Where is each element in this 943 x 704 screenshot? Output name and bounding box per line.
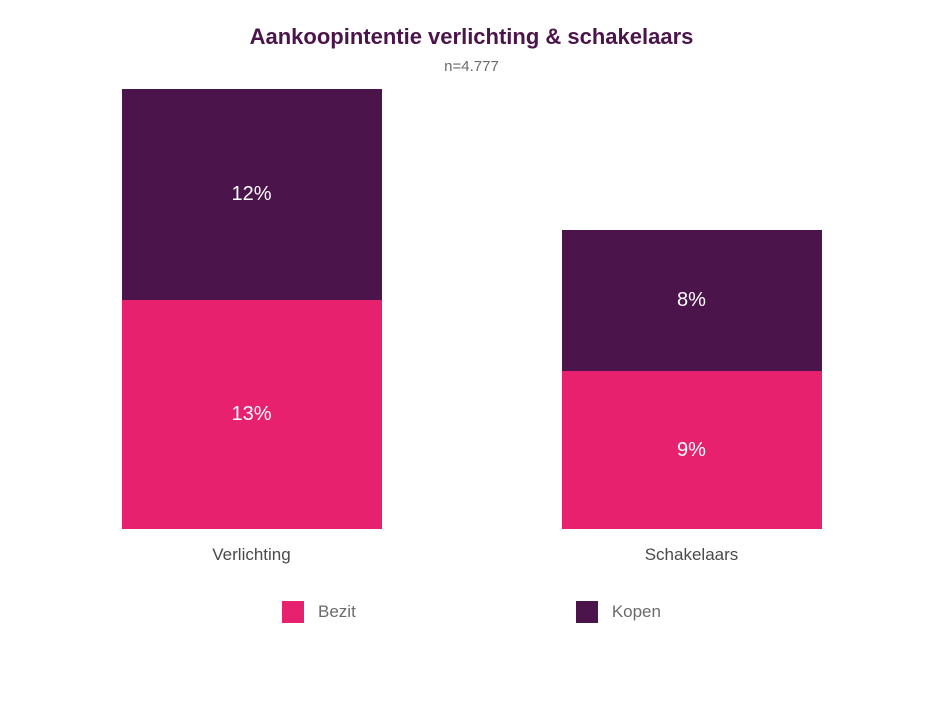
bar-segment-schakelaars-bezit: 9% <box>562 371 822 529</box>
bar-group-schakelaars: 8% 9% Schakelaars <box>562 230 822 565</box>
bar-segment-verlichting-kopen: 12% <box>122 89 382 300</box>
bar-value-label: 8% <box>677 289 706 312</box>
legend-item-kopen: Kopen <box>576 601 661 623</box>
bar-stack-schakelaars: 8% 9% <box>562 230 822 529</box>
bar-value-label: 9% <box>677 439 706 462</box>
legend-swatch-kopen <box>576 601 598 623</box>
bar-group-verlichting: 12% 13% Verlichting <box>122 89 382 565</box>
category-label-schakelaars: Schakelaars <box>645 545 739 565</box>
plot-area: 12% 13% Verlichting 8% 9% Schakelaars <box>0 125 943 565</box>
legend-label: Kopen <box>612 602 661 622</box>
legend-label: Bezit <box>318 602 356 622</box>
bar-value-label: 13% <box>231 403 271 426</box>
legend-item-bezit: Bezit <box>282 601 356 623</box>
bar-segment-verlichting-bezit: 13% <box>122 300 382 529</box>
chart-container: Aankoopintentie verlichting & schakelaar… <box>0 0 943 704</box>
chart-title: Aankoopintentie verlichting & schakelaar… <box>250 24 694 50</box>
bar-segment-schakelaars-kopen: 8% <box>562 230 822 371</box>
legend: Bezit Kopen <box>0 601 943 623</box>
chart-subtitle: n=4.777 <box>444 58 499 75</box>
bar-value-label: 12% <box>231 183 271 206</box>
legend-swatch-bezit <box>282 601 304 623</box>
bar-stack-verlichting: 12% 13% <box>122 89 382 529</box>
category-label-verlichting: Verlichting <box>212 545 290 565</box>
